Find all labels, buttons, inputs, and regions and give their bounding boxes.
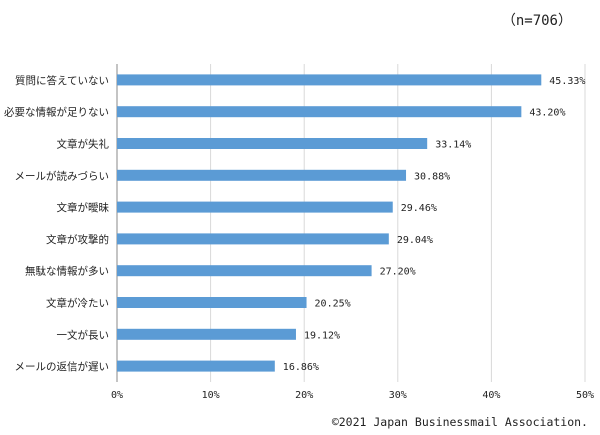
value-label: 29.46% [401,203,437,214]
bar [117,297,307,308]
category-label: 文章が失礼 [57,138,110,151]
bar [117,201,393,213]
bar [117,106,522,118]
category-label: 必要な情報が足りない [4,106,109,119]
x-tick-label: 10% [202,390,220,401]
bar [117,169,407,181]
value-label: 29.04% [397,235,433,246]
x-tick-label: 40% [482,390,500,401]
value-label: 33.14% [435,140,471,151]
category-label: 文章が曖昧 [57,201,110,214]
sample-size-label: （n=706） [501,13,572,29]
category-label: 一文が長い [57,328,110,341]
category-label: 無駄な情報が多い [25,265,109,278]
category-label: 文章が攻撃的 [46,233,109,246]
bar [117,74,542,86]
x-tick-label: 30% [389,390,407,401]
value-label: 30.88% [414,171,450,182]
copyright-notice: ©2021 Japan Businessmail Association. [331,415,588,429]
bar [117,360,275,372]
bar [117,138,428,149]
value-label: 43.20% [529,108,565,119]
bar [117,328,296,340]
category-label: メールが読みづらい [15,169,110,182]
x-tick-label: 20% [295,390,313,401]
value-label: 27.20% [380,267,416,278]
x-tick-label: 50% [576,390,594,401]
category-label: 質問に答えていない [15,74,109,87]
value-label: 20.25% [315,299,351,310]
value-label: 16.86% [283,362,319,373]
value-label: 19.12% [304,330,340,341]
category-label: 文章が冷たい [46,297,109,310]
bar [117,233,389,245]
x-tick-label: 0% [111,390,123,401]
category-label: メールの返信が遅い [15,360,110,373]
value-label: 45.33% [549,76,585,87]
bar [117,265,372,277]
